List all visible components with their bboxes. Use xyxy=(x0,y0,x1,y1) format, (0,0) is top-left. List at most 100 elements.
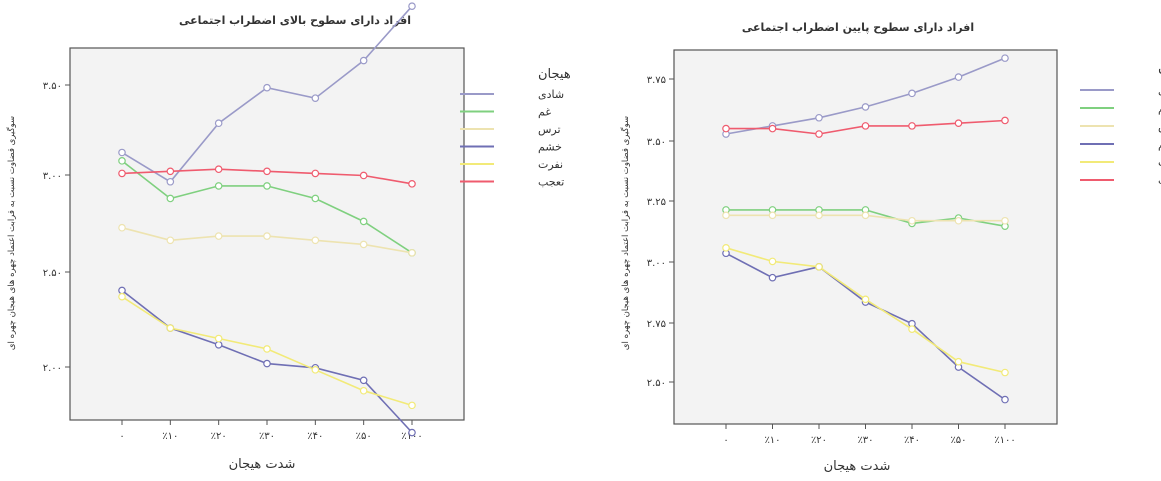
data-point-5 xyxy=(815,130,823,138)
legend-label: تعجب xyxy=(1158,174,1161,187)
data-point-3 xyxy=(263,359,271,368)
x-tick-label: ٪۳۰ xyxy=(857,435,873,446)
data-point-4 xyxy=(166,324,175,332)
plot-area xyxy=(673,49,1058,425)
x-tick-label: ٪۱۰ xyxy=(162,431,178,442)
x-tick-label: ٪۴۰ xyxy=(307,431,323,442)
y-tick-label: ۲.۵۰ xyxy=(647,378,666,389)
data-point-0 xyxy=(908,89,916,98)
data-point-1 xyxy=(263,182,271,190)
data-point-2 xyxy=(815,211,823,220)
chart-high-anxiety: افراد دارای سطوح بالای اضطراب اجتماعی ۲.۰… xyxy=(6,2,571,472)
x-axis-label: شدت هیجان xyxy=(229,457,296,472)
data-point-5 xyxy=(166,167,175,176)
data-point-3 xyxy=(408,428,416,437)
data-point-3 xyxy=(359,376,368,385)
legend-label: شادی xyxy=(1158,84,1161,97)
legend-title: هیجان xyxy=(538,67,571,82)
x-tick-label: ٪۲۰ xyxy=(211,431,227,442)
data-point-4 xyxy=(908,325,916,333)
data-point-5 xyxy=(263,167,271,176)
chart-title: افراد دارای سطوح بالای اضطراب اجتماعی xyxy=(179,14,411,27)
data-point-5 xyxy=(359,171,368,180)
legend-label: خشم xyxy=(1158,138,1161,151)
data-point-4 xyxy=(214,334,223,343)
data-point-0 xyxy=(408,2,416,11)
data-point-0 xyxy=(311,94,320,102)
y-axis-label: سوگیری قضاوت نسبت به قرابت اعتماد چهره ه… xyxy=(620,116,631,350)
legend-label: غم xyxy=(1158,102,1161,115)
y-tick-label: ۳.۵۰ xyxy=(647,137,666,148)
data-point-0 xyxy=(118,148,126,157)
x-tick-label: ٪۳۰ xyxy=(259,431,275,442)
x-tick-label: ٪۵۰ xyxy=(950,435,966,446)
data-point-2 xyxy=(908,216,916,225)
legend-label: نفرت xyxy=(1158,156,1161,169)
x-tick-label: ٪۲۰ xyxy=(811,435,827,446)
data-point-5 xyxy=(118,169,126,178)
legend-title: هیجان xyxy=(1158,61,1161,76)
data-point-2 xyxy=(118,223,126,232)
y-tick-label: ۳.۵۰ xyxy=(43,81,62,92)
y-tick-label: ۲.۵۰ xyxy=(43,268,62,279)
data-point-2 xyxy=(768,211,777,220)
data-point-2 xyxy=(861,211,870,220)
legend-label: تعجب xyxy=(538,176,564,189)
x-axis-label: شدت هیجان xyxy=(824,459,891,474)
data-point-2 xyxy=(263,232,271,240)
data-point-4 xyxy=(311,366,320,374)
data-point-4 xyxy=(263,345,271,353)
data-point-0 xyxy=(1001,54,1009,62)
data-point-0 xyxy=(359,56,368,65)
data-point-3 xyxy=(768,273,777,282)
data-point-4 xyxy=(408,401,416,410)
data-point-1 xyxy=(359,217,368,226)
x-tick-label: ٪۱۰۰ xyxy=(994,435,1015,446)
chart-title: افراد دارای سطوح پایین اضطراب اجتماعی xyxy=(742,21,974,34)
data-point-1 xyxy=(311,194,320,203)
data-point-0 xyxy=(954,73,963,81)
legend-label: ترس xyxy=(538,123,561,136)
y-tick-label: ۲.۷۵ xyxy=(647,319,666,330)
data-point-5 xyxy=(408,180,416,188)
data-point-5 xyxy=(722,124,730,133)
data-point-4 xyxy=(815,263,823,271)
y-tick-label: ۳.۷۵ xyxy=(647,75,666,86)
data-point-0 xyxy=(263,83,271,92)
data-point-4 xyxy=(359,386,368,395)
data-point-0 xyxy=(815,113,823,122)
legend-label: ترس xyxy=(1158,120,1161,133)
data-point-5 xyxy=(954,119,963,127)
data-point-3 xyxy=(118,286,126,295)
y-tick-label: ۳.۲۵ xyxy=(647,197,666,208)
y-tick-label: ۲.۰۰ xyxy=(43,363,62,374)
data-point-3 xyxy=(1001,395,1009,404)
y-axis-label: سوگیری قضاوت نسبت به قرابت اعتماد چهره ه… xyxy=(6,116,17,350)
data-point-4 xyxy=(861,295,870,304)
data-point-2 xyxy=(311,236,320,245)
x-tick-label: ٪۴۰ xyxy=(904,435,920,446)
data-point-2 xyxy=(408,249,416,257)
data-point-4 xyxy=(768,257,777,266)
data-point-5 xyxy=(1001,116,1009,125)
legend-label: شادی xyxy=(538,88,564,101)
legend-label: نفرت xyxy=(538,158,563,171)
data-point-0 xyxy=(214,119,223,128)
data-point-5 xyxy=(311,169,320,178)
data-point-5 xyxy=(908,122,916,130)
y-tick-label: ۳.۰۰ xyxy=(647,258,666,269)
x-tick-label: ٪۱۰ xyxy=(764,435,780,446)
data-point-2 xyxy=(166,236,175,245)
data-point-2 xyxy=(954,216,963,225)
data-point-1 xyxy=(166,194,175,203)
data-point-2 xyxy=(1001,216,1009,225)
data-point-1 xyxy=(214,182,223,190)
data-point-1 xyxy=(118,157,126,165)
data-point-4 xyxy=(1001,368,1009,377)
legend-label: غم xyxy=(538,106,551,119)
data-point-0 xyxy=(166,177,175,186)
data-point-2 xyxy=(214,232,223,240)
data-point-3 xyxy=(214,340,223,349)
data-point-5 xyxy=(214,165,223,174)
